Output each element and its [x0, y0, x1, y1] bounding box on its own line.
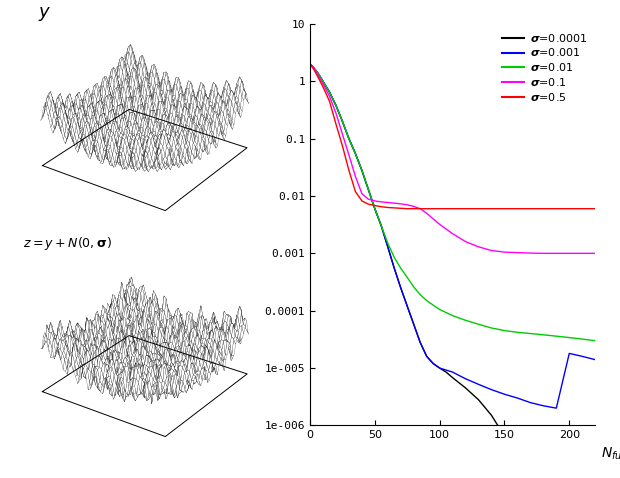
- Text: $z=y+N(0,\mathbf{\sigma})$: $z=y+N(0,\mathbf{\sigma})$: [24, 235, 112, 252]
- Text: $y$: $y$: [38, 5, 51, 23]
- X-axis label: $N_{fun}$: $N_{fun}$: [601, 445, 620, 462]
- Legend: $\boldsymbol{\sigma}$=0.0001, $\boldsymbol{\sigma}$=0.001, $\boldsymbol{\sigma}$: $\boldsymbol{\sigma}$=0.0001, $\boldsymb…: [500, 30, 590, 105]
